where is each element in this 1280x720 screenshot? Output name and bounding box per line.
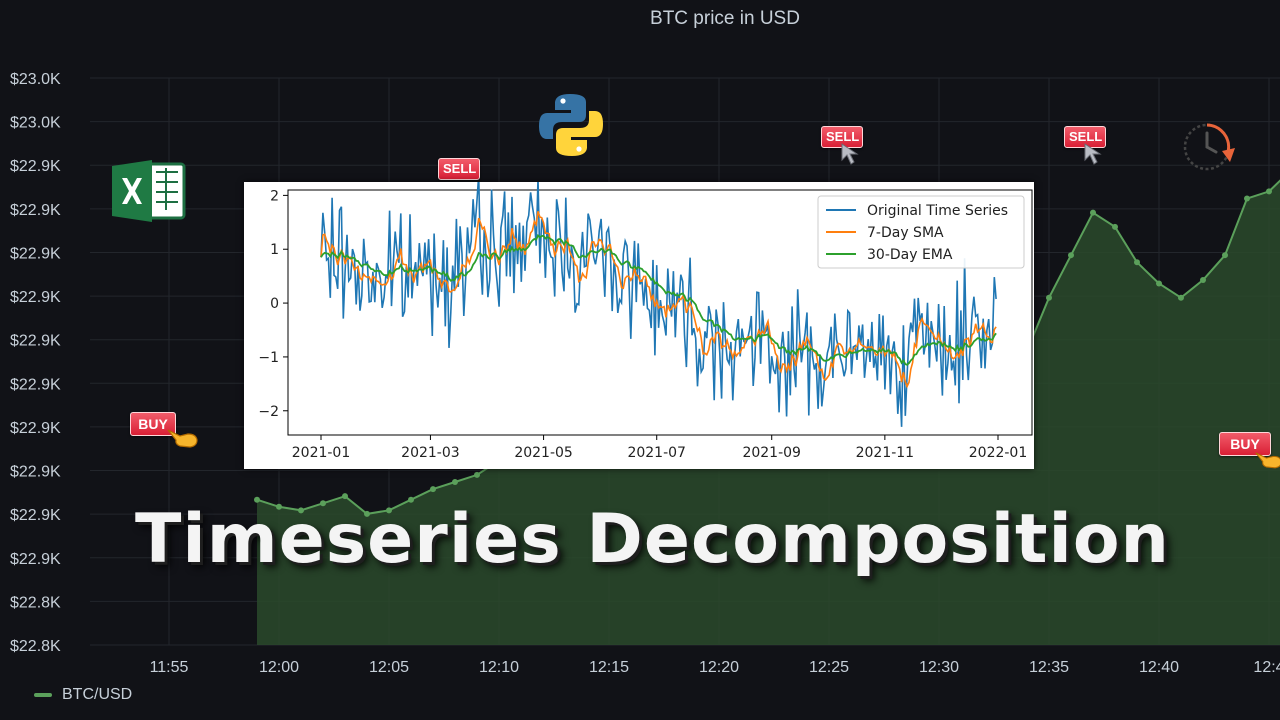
data-point [386, 507, 392, 514]
y-tick-label: $22.9K [10, 245, 61, 262]
x-tick-label: 11:55 [150, 659, 189, 676]
y-tick-label: $22.9K [10, 158, 61, 175]
y-tick-label: $22.9K [10, 551, 61, 568]
x-tick-label: 12:20 [699, 659, 739, 676]
legend-label: Original Time Series [867, 203, 1008, 219]
x-tick-label: 12:05 [369, 659, 409, 676]
y-tick-label: $22.8K [10, 594, 61, 611]
excel-icon [112, 160, 186, 222]
buy-badge: BUY [130, 412, 176, 436]
data-point [254, 496, 260, 503]
data-point [1068, 252, 1074, 259]
moving-average-line-chart: −2 −1 0 1 2 2021-01 2021-03 2021-05 2021-07 2021-… [258, 182, 1033, 461]
y-tick-label: $22.9K [10, 507, 61, 524]
x-tick-label: 12:35 [1029, 659, 1069, 676]
data-point [298, 507, 304, 514]
x-tick-label: 2021-03 [401, 445, 460, 461]
x-tick-label: 2021-11 [856, 445, 915, 461]
series-line-ema [320, 233, 997, 366]
pointing-hand-icon [1255, 452, 1280, 469]
x-tick-label: 2022-01 [969, 445, 1028, 461]
btc-legend[interactable]: BTC/USD [34, 686, 132, 704]
pointer-cursor-icon [841, 143, 859, 165]
python-icon [539, 94, 603, 156]
data-point [1156, 280, 1162, 287]
y-tick-label: $22.9K [10, 289, 61, 306]
x-tick-label: 12:30 [919, 659, 959, 676]
x-tick-label: 12:10 [479, 659, 519, 676]
y-tick-label: −2 [258, 404, 279, 420]
x-tick-label: 12:40 [1139, 659, 1179, 676]
data-point [1266, 188, 1272, 195]
legend-label: 7-Day SMA [867, 225, 944, 241]
data-point [1178, 294, 1184, 301]
pointing-hand-icon [167, 429, 198, 448]
data-point [474, 471, 480, 478]
data-point [452, 478, 458, 485]
series-line-original [320, 182, 997, 427]
page-headline: Timeseries Decomposition [135, 500, 1170, 579]
y-tick-label: $22.9K [10, 464, 61, 481]
x-tick-label: 12:4 [1253, 659, 1280, 676]
x-tick-label: 2021-07 [627, 445, 686, 461]
legend-box [817, 195, 1025, 269]
y-tick-label: $22.9K [10, 202, 61, 219]
y-tick-label: $23.0K [10, 71, 61, 88]
y-tick-label: $22.9K [10, 376, 61, 393]
x-tick-label: 2021-05 [514, 445, 573, 461]
y-tick-label: $22.9K [10, 420, 61, 437]
legend-label: 30-Day EMA [867, 247, 953, 263]
data-point [1200, 276, 1206, 283]
data-point [1112, 223, 1118, 230]
y-tick-label: 2 [270, 188, 279, 204]
y-tick-label: −1 [258, 350, 279, 366]
data-point [1134, 259, 1140, 266]
y-tick-label: 0 [270, 296, 279, 312]
x-tick-label: 12:00 [259, 659, 299, 676]
area-fill [257, 180, 1280, 645]
y-tick-label: $22.8K [10, 638, 61, 655]
data-point [430, 486, 436, 493]
y-tick-label: $23.0K [10, 115, 61, 132]
data-point [364, 510, 370, 517]
data-point [276, 503, 282, 510]
y-tick-label: $22.9K [10, 333, 61, 350]
clock-history-icon [1183, 123, 1235, 171]
inset-chart-panel: −2 −1 0 1 2 2021-01 2021-03 2021-05 2021-07 2021-… [244, 182, 1034, 469]
data-point [1046, 294, 1052, 301]
data-point [1090, 209, 1096, 216]
y-tick-label: 1 [270, 242, 279, 258]
x-tick-label: 2021-01 [292, 445, 351, 461]
buy-badge: BUY [1219, 432, 1271, 456]
data-point [1244, 195, 1250, 202]
pointer-cursor-icon [1084, 143, 1102, 165]
legend-label: BTC/USD [62, 686, 133, 703]
btc-chart-title: BTC price in USD [650, 8, 800, 29]
data-point [408, 496, 414, 503]
data-point [320, 500, 326, 507]
x-tick-label: 2021-09 [742, 445, 801, 461]
x-tick-label: 12:15 [589, 659, 629, 676]
sell-badge: SELL [821, 126, 863, 148]
data-point [342, 493, 348, 500]
data-point [1222, 252, 1228, 259]
legend-swatch [34, 693, 52, 697]
x-tick-label: 12:25 [809, 659, 849, 676]
sell-badge: SELL [438, 158, 480, 180]
